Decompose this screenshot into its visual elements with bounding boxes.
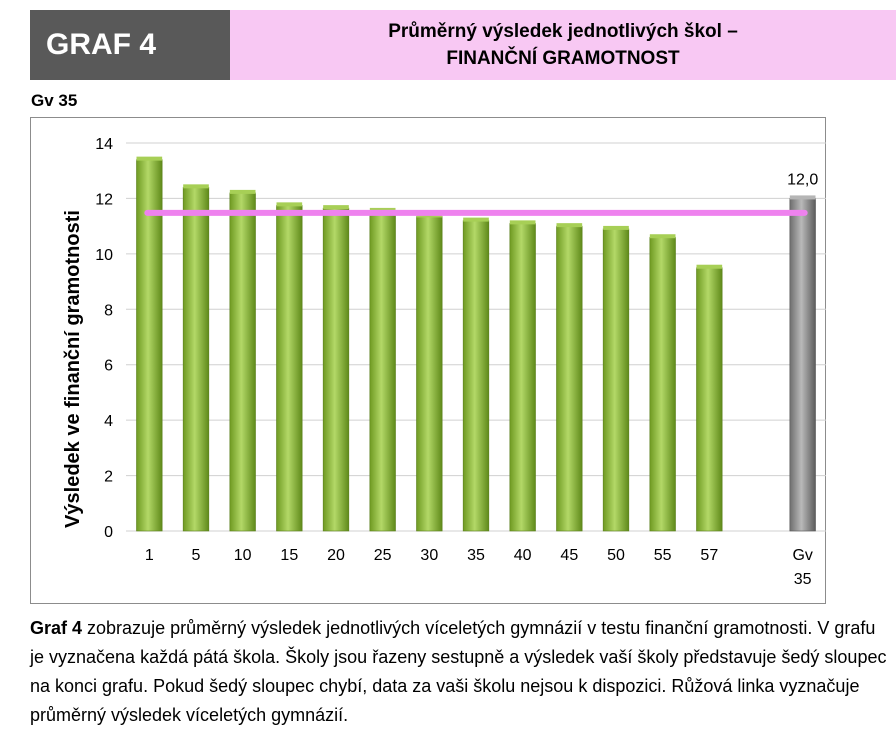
y-tick-label: 6 (104, 358, 113, 375)
bar-own-school (789, 198, 816, 532)
x-tick-label: 5 (192, 547, 201, 564)
bar-top-cap (649, 234, 676, 239)
x-tick-label: 45 (560, 547, 578, 564)
x-tick-label: 55 (654, 547, 672, 564)
bar-top-cap (136, 156, 163, 161)
x-tick-label: 50 (607, 547, 625, 564)
x-tick-label-own-line1: Gv (792, 547, 812, 564)
x-tick-label: 25 (374, 547, 392, 564)
own-school-value-label: 12,0 (787, 171, 818, 188)
x-tick-label: 1 (145, 547, 154, 564)
bar-top-cap (463, 217, 489, 222)
x-tick-label: 15 (280, 547, 298, 564)
bar-school-25 (369, 210, 396, 532)
x-tick-label: 40 (514, 547, 532, 564)
bar-school-1 (136, 159, 163, 532)
graph-title-line2: FINANČNÍ GRAMOTNOST (446, 48, 680, 69)
y-tick-label: 2 (104, 469, 113, 486)
y-tick-label: 0 (104, 524, 113, 541)
graph-caption: Graf 4 zobrazuje průměrný výsledek jedno… (30, 614, 890, 730)
y-tick-label: 4 (104, 413, 113, 430)
graph-title-box: Průměrný výsledek jednotlivých škol – FI… (230, 10, 896, 80)
bar-school-30 (416, 216, 443, 532)
graph-header: GRAF 4 Průměrný výsledek jednotlivých šk… (30, 10, 896, 80)
chart-frame: 0 2 4 6 8 10 12 14 1 5 10 15 20 25 30 35 40 45 50 55 57 12,0 G… (30, 117, 826, 604)
bar-school-55 (649, 236, 676, 532)
bar-school-35 (462, 220, 490, 532)
x-tick-label: 57 (700, 547, 718, 564)
bar-school-10 (229, 192, 256, 532)
caption-lead: Graf 4 (30, 618, 83, 638)
y-tick-label: 8 (104, 302, 113, 319)
y-tick-label: 12 (95, 191, 113, 208)
bar-top-cap (183, 184, 209, 189)
x-tick-label: 30 (420, 547, 438, 564)
bar-school-20 (322, 207, 350, 532)
graph-title-line1: Průměrný výsledek jednotlivých škol – (388, 21, 738, 42)
caption-text: zobrazuje průměrný výsledek jednotlivých… (30, 618, 887, 725)
y-tick-label: 10 (95, 247, 113, 264)
x-tick-label-own-line2: 35 (794, 571, 812, 588)
bar-top-cap (789, 195, 816, 200)
y-tick-label: 14 (95, 136, 113, 153)
x-tick-label: 10 (234, 547, 252, 564)
bar-school-5 (182, 187, 210, 532)
bar-top-cap (276, 202, 303, 207)
bar-top-cap (323, 205, 349, 210)
bar-top-cap (603, 225, 629, 230)
bar-school-45 (556, 225, 583, 532)
school-code: Gv 35 (31, 91, 78, 110)
x-tick-label: 35 (467, 547, 485, 564)
bar-top-cap (696, 264, 723, 269)
y-axis-title: Výsledek ve finanční gramotnosti (62, 210, 84, 528)
bar-school-57 (696, 267, 723, 532)
bar-top-cap (556, 223, 583, 228)
bar-school-15 (276, 205, 303, 532)
bar-school-40 (509, 223, 536, 532)
bar-school-50 (602, 228, 630, 532)
bar-top-cap (229, 189, 256, 194)
bar-top-cap (509, 220, 536, 225)
graph-number-label: GRAF 4 (30, 10, 230, 80)
x-tick-label: 20 (327, 547, 345, 564)
